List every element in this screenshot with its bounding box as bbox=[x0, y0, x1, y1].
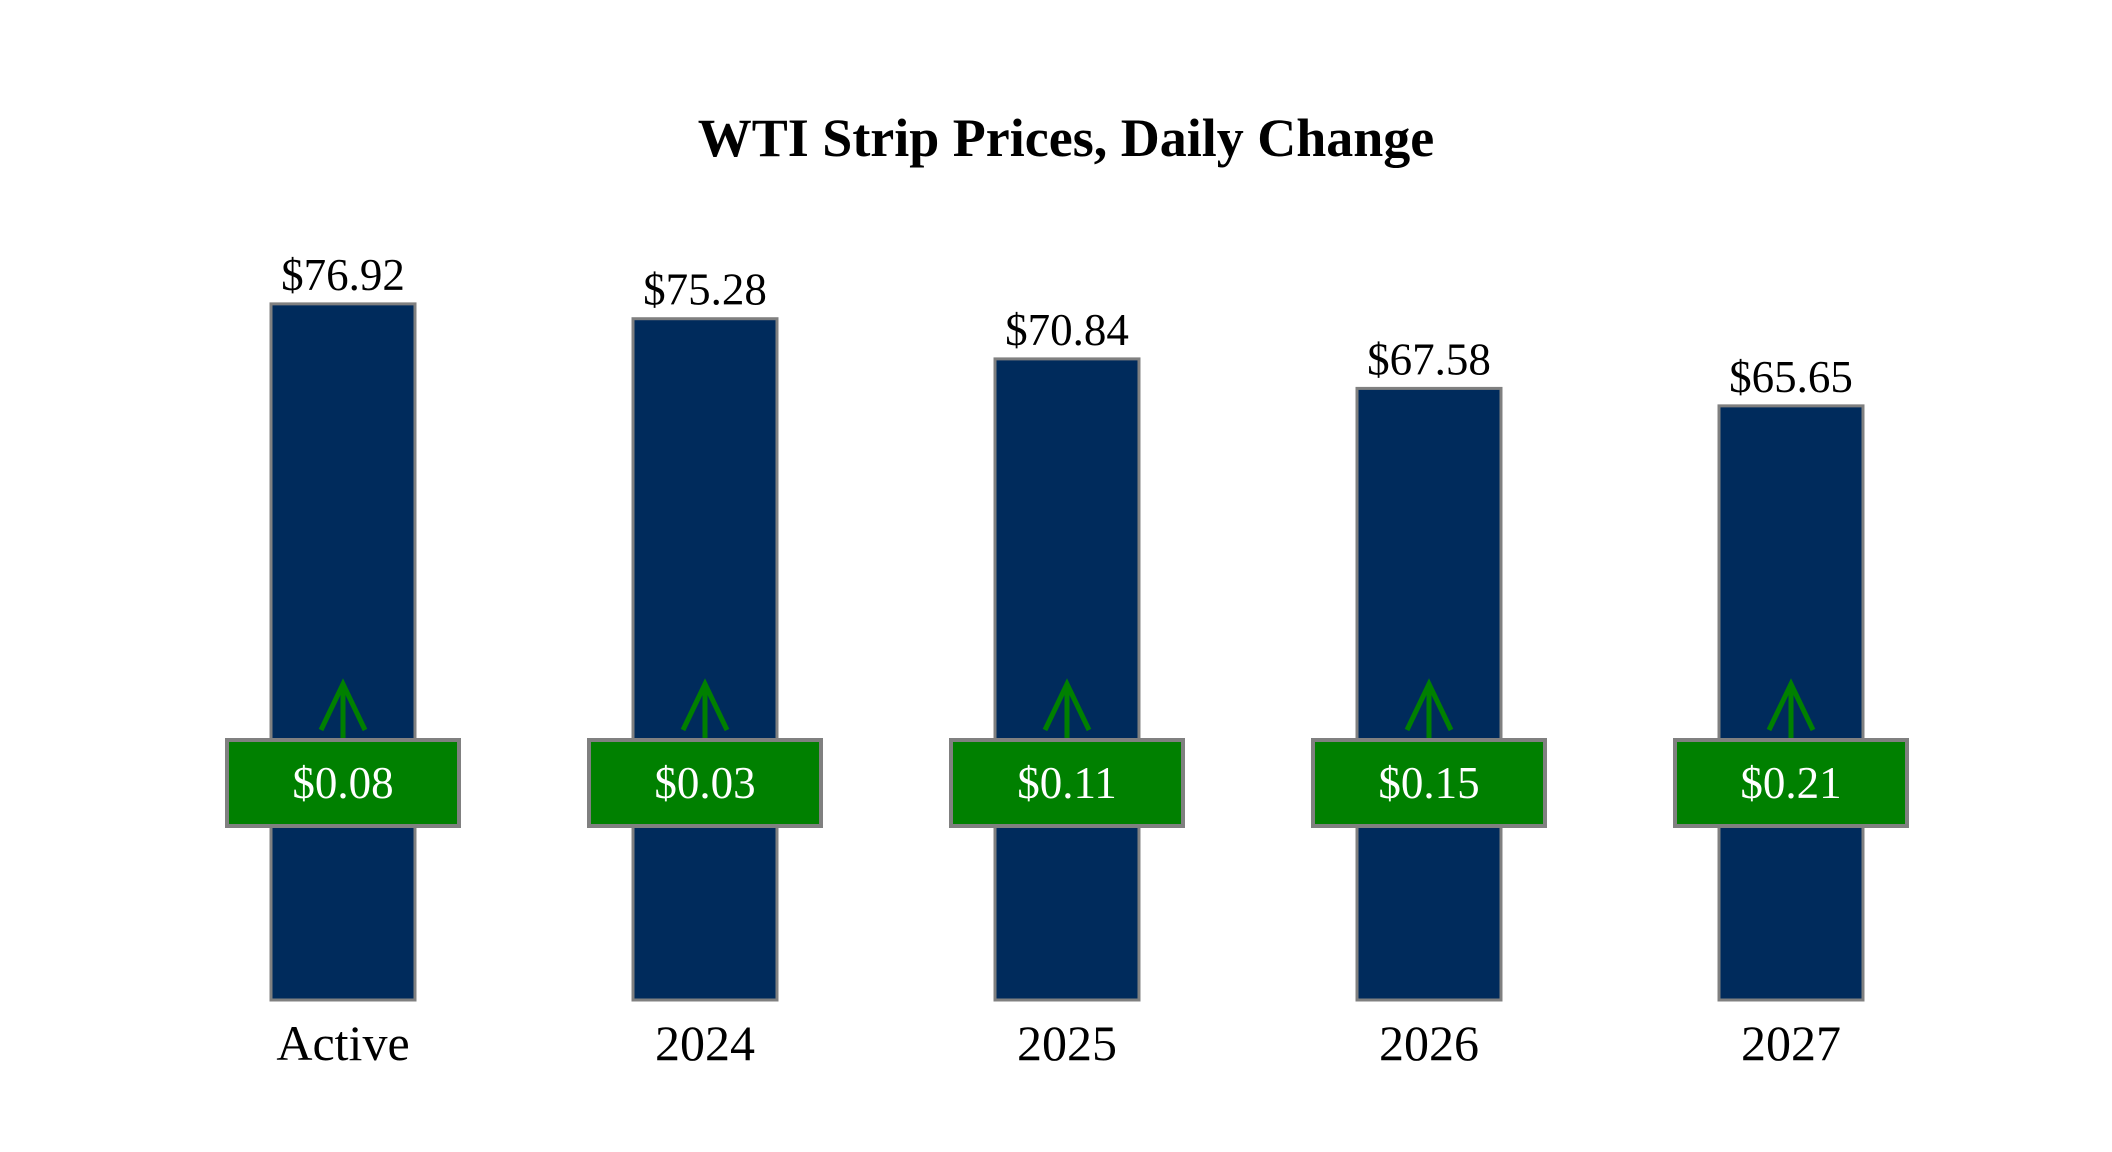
change-label: $0.11 bbox=[1017, 758, 1117, 808]
change-box bbox=[225, 738, 461, 828]
change-arrow bbox=[1766, 678, 1816, 740]
change-arrow bbox=[1042, 678, 1092, 740]
value-label: $67.58 bbox=[1367, 334, 1491, 384]
change-box bbox=[1673, 738, 1909, 828]
change-label: $0.21 bbox=[1740, 758, 1841, 808]
x-tick-label: 2025 bbox=[1017, 1015, 1117, 1071]
change-arrow bbox=[680, 678, 730, 740]
change-arrow bbox=[318, 678, 368, 740]
change-box bbox=[1311, 738, 1547, 828]
value-label: $76.92 bbox=[281, 250, 405, 300]
change-arrow bbox=[1404, 678, 1454, 740]
change-box bbox=[949, 738, 1185, 828]
value-label: $65.65 bbox=[1729, 352, 1853, 402]
bar bbox=[631, 317, 779, 1002]
bar bbox=[269, 302, 417, 1002]
change-label: $0.03 bbox=[654, 758, 755, 808]
chart-title: WTI Strip Prices, Daily Change bbox=[698, 108, 1435, 168]
change-label: $0.08 bbox=[292, 758, 393, 808]
change-label: $0.15 bbox=[1378, 758, 1479, 808]
value-label: $75.28 bbox=[643, 265, 767, 315]
x-tick-label: Active bbox=[276, 1015, 409, 1071]
x-tick-label: 2027 bbox=[1741, 1015, 1841, 1071]
x-tick-label: 2024 bbox=[655, 1015, 755, 1071]
change-box bbox=[587, 738, 823, 828]
x-tick-label: 2026 bbox=[1379, 1015, 1479, 1071]
value-label: $70.84 bbox=[1005, 305, 1129, 355]
